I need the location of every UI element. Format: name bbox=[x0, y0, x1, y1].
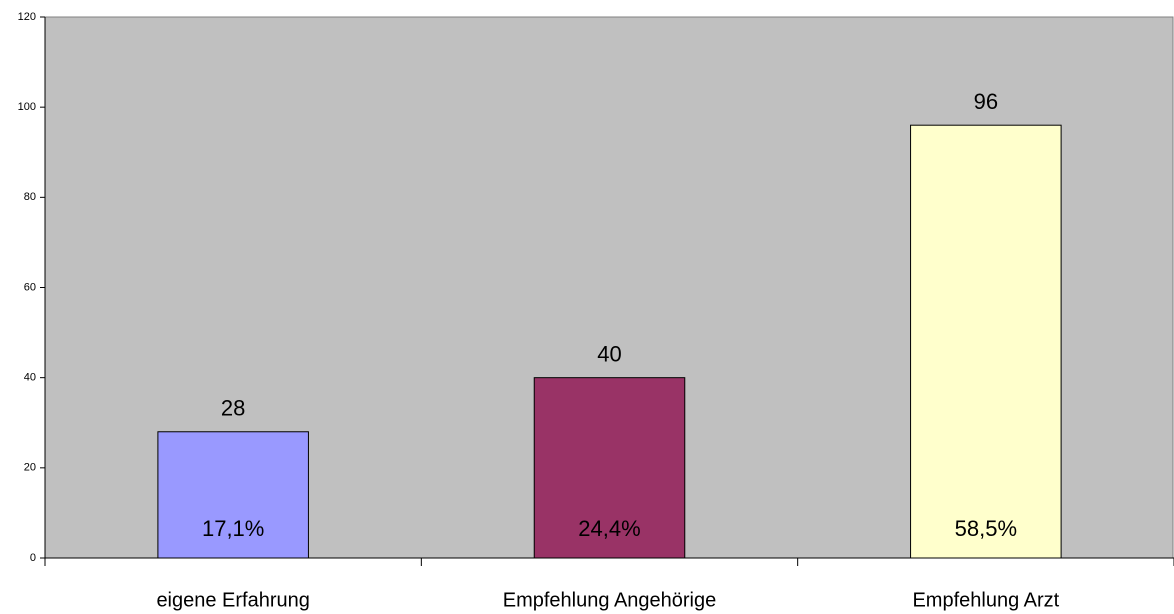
value-label: 28 bbox=[221, 396, 245, 421]
value-label: 40 bbox=[597, 341, 621, 366]
bar bbox=[910, 124, 1062, 559]
y-tick-label: 120 bbox=[18, 11, 36, 23]
share-label: 24,4% bbox=[578, 516, 640, 541]
x-tick-label: Empfehlung Angehörige bbox=[503, 589, 717, 611]
y-tick-label: 100 bbox=[18, 101, 36, 113]
y-tick-label: 20 bbox=[24, 462, 36, 474]
bar bbox=[533, 377, 686, 559]
y-tick-label: 0 bbox=[30, 552, 36, 564]
y-tick-label: 60 bbox=[24, 281, 36, 293]
x-tick-label: eigene Erfahrung bbox=[156, 589, 309, 611]
share-label: 58,5% bbox=[955, 516, 1017, 541]
bar bbox=[157, 431, 309, 559]
x-tick-label: Empfehlung Arzt bbox=[912, 589, 1059, 611]
y-tick-label: 80 bbox=[24, 191, 36, 203]
share-label: 17,1% bbox=[202, 516, 264, 541]
y-tick-label: 40 bbox=[24, 372, 36, 384]
value-label: 96 bbox=[974, 89, 998, 114]
